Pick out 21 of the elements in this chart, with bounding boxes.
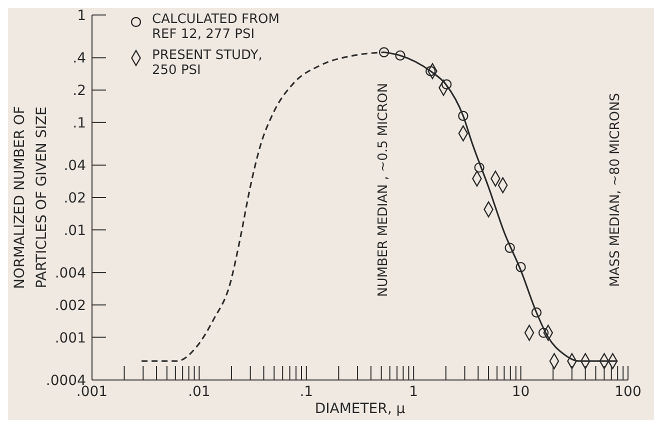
y-tick-label: .001 xyxy=(54,330,86,346)
y-axis-title: NORMALIZED NUMBER OF PARTICLES OF GIVEN SIZE xyxy=(12,106,50,289)
x-tick-label: 10 xyxy=(512,384,530,400)
y-tick-label: .002 xyxy=(54,298,86,314)
x-axis-title: DIAMETER, μ xyxy=(314,401,406,417)
legend-label: CALCULATED FROM REF 12, 277 PSI xyxy=(152,12,280,42)
y-tick-label: .1 xyxy=(72,115,86,132)
x-tick-label: .01 xyxy=(188,384,210,400)
y-tick-label: .04 xyxy=(64,158,86,174)
x-tick-label: 1 xyxy=(409,384,418,400)
annotation: MASS MEDIAN, ~80 MICRONS xyxy=(608,93,623,287)
y-tick-label: .2 xyxy=(72,83,86,100)
y-tick-label: 1 xyxy=(77,8,86,24)
annotation: NUMBER MEDIAN , ~0.5 MICRON xyxy=(376,83,391,297)
y-tick-label: .004 xyxy=(54,266,86,282)
legend-label: PRESENT STUDY, 250 PSI xyxy=(152,48,264,78)
x-tick-label: 100 xyxy=(614,384,642,400)
y-tick-label: .02 xyxy=(64,190,86,206)
x-tick-label: .1 xyxy=(300,384,314,400)
y-tick-label: .4 xyxy=(72,50,86,67)
y-tick-label: .01 xyxy=(64,222,86,239)
